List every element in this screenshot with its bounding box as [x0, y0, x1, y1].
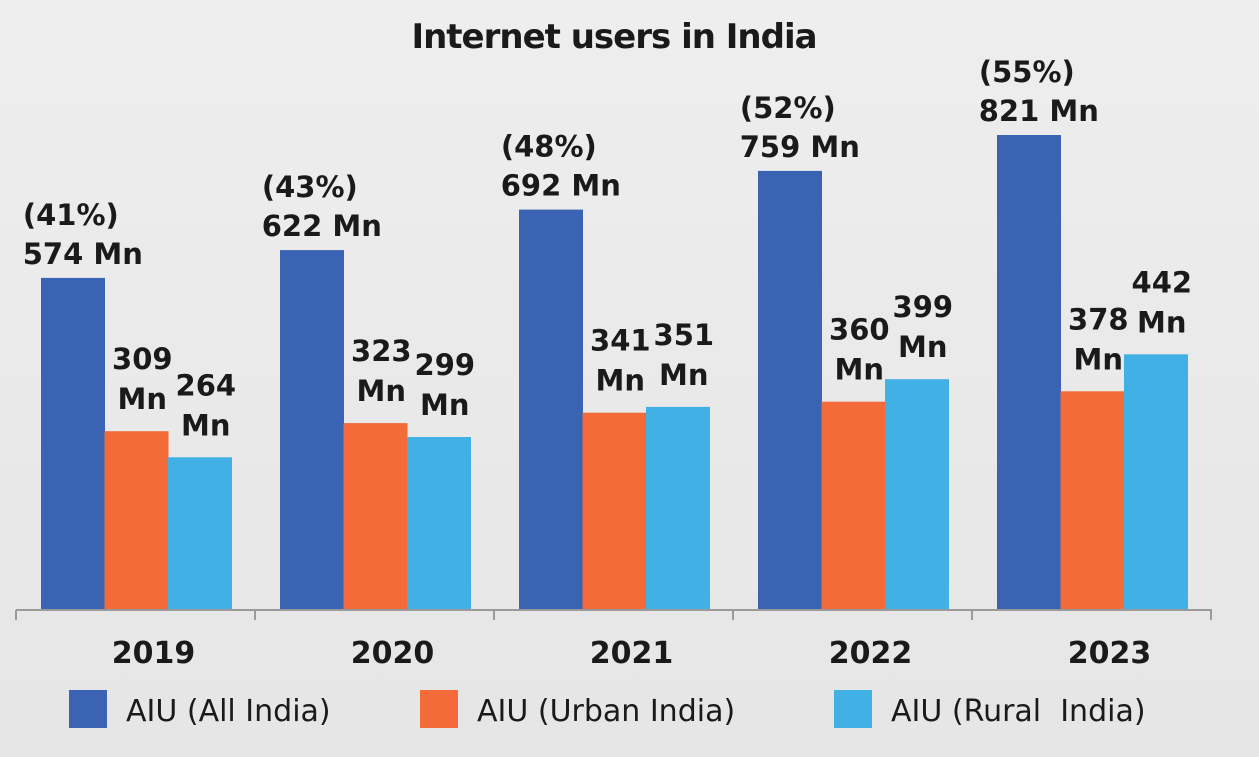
bar-2020-0: [280, 250, 344, 610]
legend-swatch-0: [69, 690, 107, 728]
x-axis: 2019 2020 2021 2022 2023: [15, 609, 1212, 671]
value-label-2020-all: 622 Mn: [262, 209, 382, 243]
legend-swatch-1: [420, 690, 458, 728]
bar-2023-0: [997, 135, 1061, 610]
value-label-2021-all: 692 Mn: [501, 169, 621, 203]
bar-2022-0: [758, 170, 822, 610]
bar-2021-2: [646, 406, 710, 610]
legend: AIU (All India) AIU (Urban India) AIU (Rur…: [69, 690, 1146, 729]
unit-label-2022-s2: Mn: [898, 330, 948, 364]
x-tick-label-2022: 2022: [829, 636, 913, 671]
pct-label-2020: (43%): [262, 170, 358, 204]
pct-label-2021: (48%): [501, 130, 597, 164]
bar-2023-1: [1060, 391, 1125, 610]
bars-layer: [41, 135, 1188, 610]
value-label-2021-s1: 341: [590, 324, 651, 358]
bar-2022-1: [821, 401, 886, 610]
value-label-2022-s1: 360: [829, 313, 890, 347]
bar-2021-0: [519, 209, 583, 610]
value-label-2022-s2: 399: [893, 290, 954, 324]
bar-2019-0: [41, 277, 105, 610]
value-label-2019-s1: 309: [112, 342, 173, 376]
value-label-2023-s2: 442: [1132, 265, 1193, 299]
value-label-2019-s2: 264: [176, 368, 237, 402]
value-label-2023-s1: 378: [1068, 302, 1129, 336]
chart-title: Internet users in India: [411, 17, 816, 57]
legend-swatch-2: [834, 690, 872, 728]
value-label-2021-s2: 351: [654, 318, 715, 352]
value-label-2023-all: 821 Mn: [979, 94, 1099, 128]
x-tick-label-2019: 2019: [112, 636, 196, 671]
bar-2020-1: [343, 423, 408, 610]
value-label-2022-all: 759 Mn: [740, 130, 860, 164]
unit-label-2021-s1: Mn: [596, 364, 646, 398]
legend-label-1: AIU (Urban India): [477, 694, 735, 729]
unit-label-2020-s2: Mn: [420, 388, 470, 422]
unit-label-2019-s1: Mn: [118, 382, 168, 416]
value-label-2020-s1: 323: [351, 334, 412, 368]
x-tick-label-2023: 2023: [1068, 636, 1152, 671]
pct-label-2022: (52%): [740, 91, 836, 125]
bar-2020-2: [407, 437, 471, 610]
unit-label-2019-s2: Mn: [181, 408, 231, 442]
unit-label-2020-s1: Mn: [357, 374, 407, 408]
x-tick-label-2021: 2021: [590, 636, 674, 671]
pct-label-2023: (55%): [979, 55, 1075, 89]
x-tick-label-2020: 2020: [351, 636, 435, 671]
bar-2022-2: [885, 379, 949, 610]
value-label-2020-s2: 299: [415, 348, 476, 382]
pct-label-2019: (41%): [23, 198, 119, 232]
bar-2021-1: [582, 412, 647, 610]
value-label-2019-all: 574 Mn: [23, 237, 143, 271]
bar-2023-2: [1124, 354, 1188, 610]
legend-label-0: AIU (All India): [126, 694, 331, 729]
bar-2019-2: [168, 457, 232, 610]
unit-label-2022-s1: Mn: [835, 353, 885, 387]
bar-2019-1: [104, 431, 169, 610]
unit-label-2021-s2: Mn: [659, 358, 709, 392]
unit-label-2023-s1: Mn: [1074, 342, 1124, 376]
unit-label-2023-s2: Mn: [1137, 305, 1187, 339]
legend-label-2: AIU (Rural India): [891, 694, 1146, 729]
